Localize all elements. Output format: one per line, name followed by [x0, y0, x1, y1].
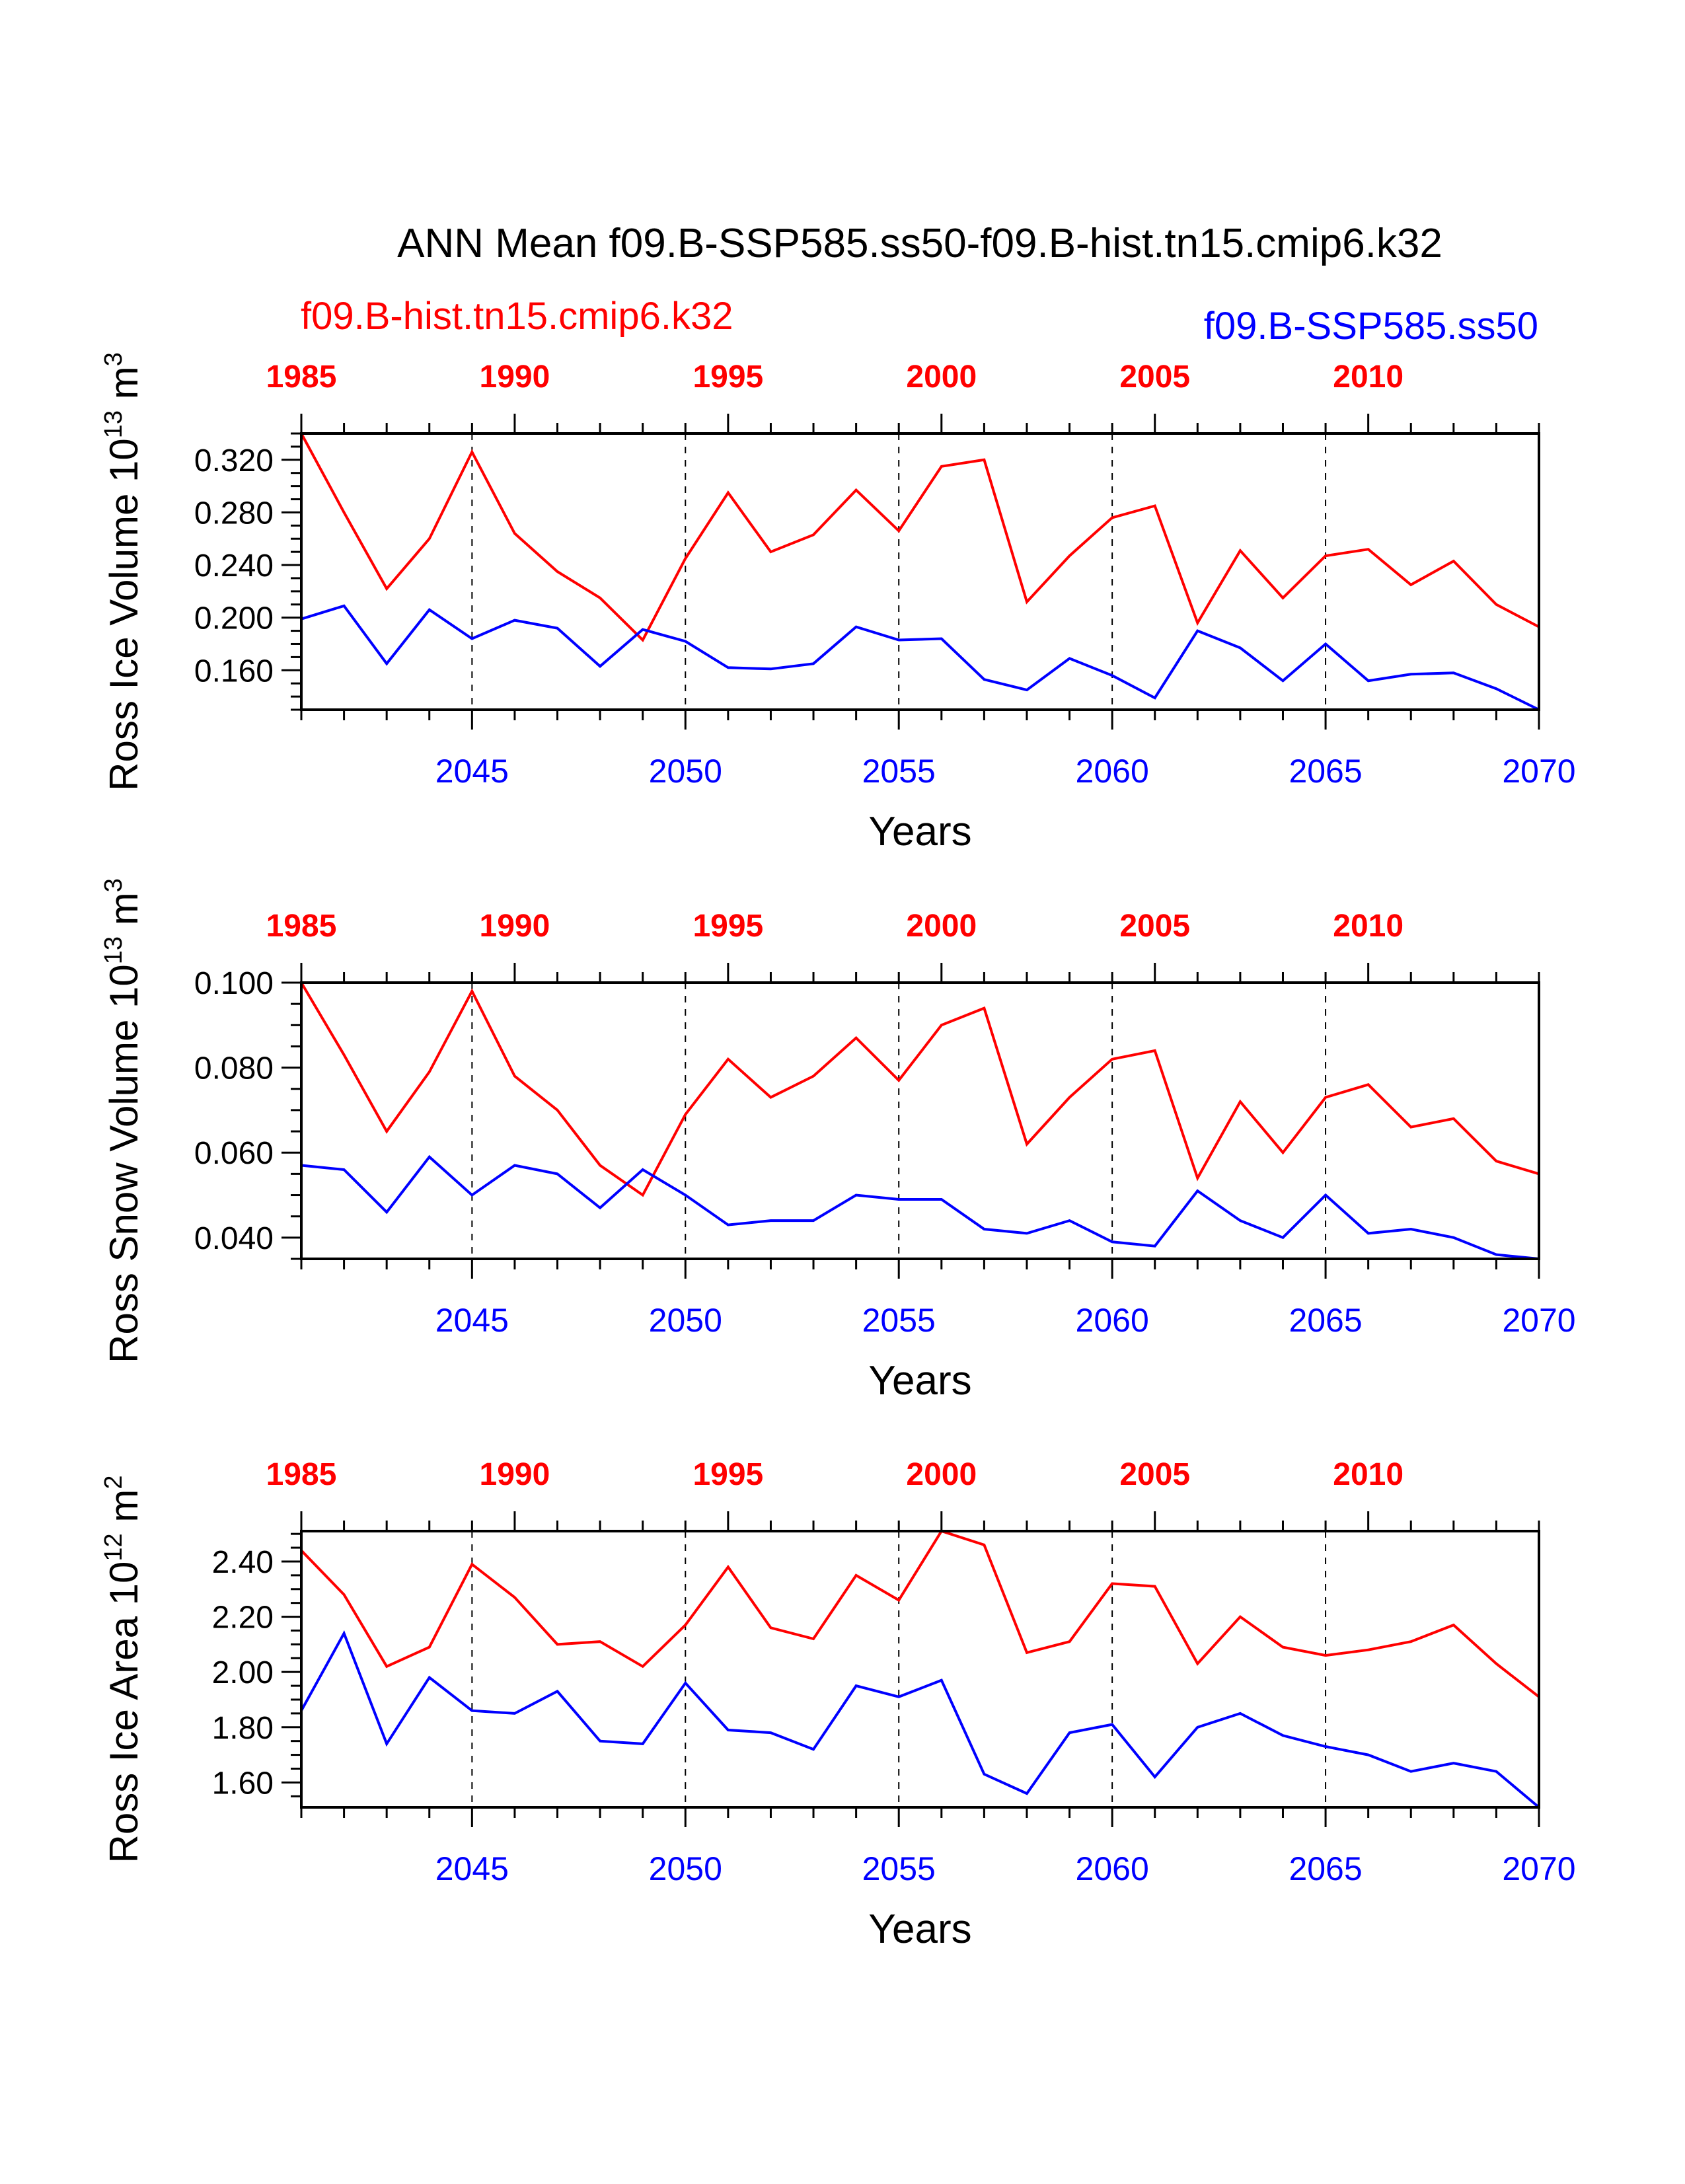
y-axis-title: Ross Ice Volume 1013 m3: [100, 352, 146, 791]
x-tick-label-bottom: 2050: [649, 753, 722, 790]
y-axis-title-text: Ross Ice Area 10: [102, 1562, 146, 1864]
y-tick-label: 0.080: [194, 1051, 274, 1086]
y-axis-title-text: Ross Snow Volume 10: [102, 964, 146, 1363]
x-tick-label-bottom: 2055: [862, 753, 936, 790]
y-tick-label: 0.100: [194, 966, 274, 1001]
x-tick-label-top: 2000: [906, 359, 977, 395]
legend-ssp-label: f09.B-SSP585.ss50: [1204, 305, 1538, 348]
x-tick-label-bottom: 2070: [1502, 1302, 1575, 1339]
x-tick-label-bottom: 2045: [435, 1850, 509, 1887]
series-line-ssp: [300, 1630, 1540, 1809]
x-tick-label-bottom: 2050: [649, 1850, 722, 1887]
y-tick-label: 1.80: [212, 1711, 274, 1746]
x-tick-label-top: 2010: [1333, 359, 1404, 395]
x-tick-label-top: 2000: [906, 909, 977, 944]
plot-frame: [300, 432, 1540, 711]
x-tick-label-top: 1990: [480, 909, 550, 944]
x-tick-label-top: 1995: [693, 1457, 763, 1492]
x-tick-label-top: 1985: [266, 1457, 337, 1492]
figure-title: ANN Mean f09.B-SSP585.ss50-f09.B-hist.tn…: [397, 221, 1442, 266]
series-line-ssp: [301, 1154, 1540, 1260]
x-tick-label-bottom: 2070: [1502, 1850, 1575, 1887]
x-tick-label-top: 2005: [1119, 909, 1190, 944]
y-tick-label: 2.40: [212, 1545, 274, 1580]
x-tick-label-top: 1985: [266, 909, 337, 944]
x-tick-label-bottom: 2045: [435, 753, 509, 790]
y-axis-title-unit-exp: 3: [100, 352, 128, 366]
panel-2: 2045 2050 2055 2060 2065 2070 1985 1990 1995 2000…: [100, 878, 1576, 1404]
x-axis-title: Years: [868, 809, 971, 854]
y-axis-title: Ross Ice Area 1012 m2: [100, 1476, 146, 1864]
y-tick-label: 1.60: [212, 1766, 274, 1801]
x-tick-label-bottom: 2070: [1502, 753, 1575, 790]
y-axis-title-exp: 12: [100, 1533, 128, 1561]
y-tick-label: 0.320: [194, 443, 274, 478]
y-tick-label: 0.060: [194, 1136, 274, 1171]
x-tick-label-bottom: 2055: [862, 1850, 936, 1887]
x-tick-label-bottom: 2060: [1076, 1302, 1149, 1339]
x-tick-label-top: 2005: [1119, 1457, 1190, 1492]
series-line-hist: [300, 433, 1540, 642]
x-tick-label-bottom: 2065: [1289, 1302, 1362, 1339]
y-tick-label: 0.200: [194, 601, 274, 636]
y-axis-title-unit: m: [102, 1489, 146, 1534]
x-tick-label-top: 1995: [693, 359, 763, 395]
x-tick-label-top: 1985: [266, 359, 337, 395]
x-tick-label-top: 2005: [1119, 359, 1190, 395]
y-axis-title-unit-exp: 2: [100, 1476, 128, 1489]
y-tick-label: 0.240: [194, 548, 274, 584]
x-tick-label-top: 1995: [693, 909, 763, 944]
series-line-hist: [300, 1529, 1540, 1698]
panel-3: 2045 2050 2055 2060 2065 2070 1985 1990 1995 2000…: [100, 1457, 1576, 1952]
x-tick-label-top: 1990: [480, 359, 550, 395]
y-axis-title-unit-exp: 3: [100, 878, 128, 892]
y-tick-label: 0.040: [194, 1221, 274, 1256]
x-tick-label-bottom: 2060: [1076, 753, 1149, 790]
y-axis-title-exp: 13: [100, 410, 128, 438]
y-axis-title-exp: 13: [100, 936, 128, 964]
y-axis-title: Ross Snow Volume 1013 m3: [100, 878, 146, 1363]
series-line-hist: [300, 981, 1540, 1197]
y-tick-label: 0.280: [194, 496, 274, 531]
x-axis-title: Years: [868, 1906, 971, 1952]
series-line-ssp: [301, 604, 1540, 711]
y-tick-label: 0.160: [194, 654, 274, 689]
y-tick-label: 2.20: [212, 1600, 274, 1636]
x-tick-label-bottom: 2060: [1076, 1850, 1149, 1887]
legend-hist-label: f09.B-hist.tn15.cmip6.k32: [301, 295, 733, 338]
x-tick-label-top: 1990: [480, 1457, 550, 1492]
y-tick-label: 2.00: [212, 1655, 274, 1690]
y-axis-title-text: Ross Ice Volume 10: [102, 438, 146, 791]
x-tick-label-bottom: 2045: [435, 1302, 509, 1339]
x-tick-label-bottom: 2065: [1289, 753, 1362, 790]
x-tick-label-top: 2010: [1333, 909, 1404, 944]
x-axis-title: Years: [868, 1358, 971, 1404]
panels: 2045 2050 2055 2060 2065 2070 1985 1990 1995 2000…: [100, 352, 1576, 1952]
x-tick-label-top: 2010: [1333, 1457, 1404, 1492]
plot-frame: [300, 1530, 1540, 1809]
x-tick-label-top: 2000: [906, 1457, 977, 1492]
panel-1: 2045 2050 2055 2060 2065 2070 1985 1990 1995 2000…: [100, 352, 1576, 854]
plot-frame: [300, 981, 1540, 1260]
y-axis-title-unit: m: [102, 366, 146, 410]
y-axis-title-unit: m: [102, 892, 146, 936]
x-tick-label-bottom: 2065: [1289, 1850, 1362, 1887]
x-tick-label-bottom: 2050: [649, 1302, 722, 1339]
x-tick-label-bottom: 2055: [862, 1302, 936, 1339]
